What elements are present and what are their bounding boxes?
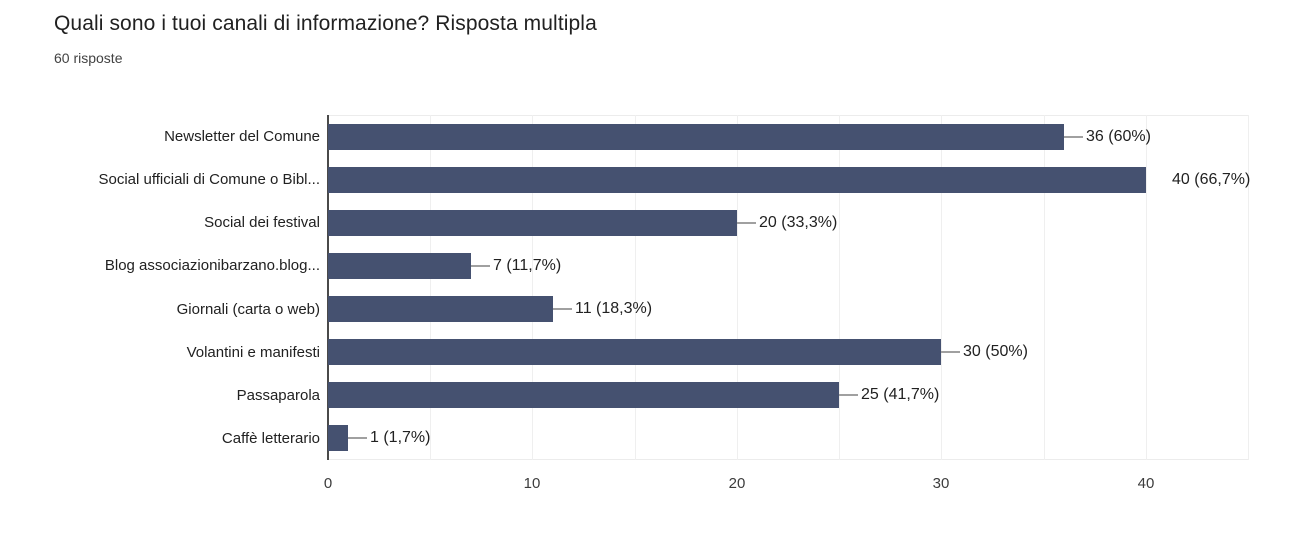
annotation-connector-line: [839, 394, 858, 396]
x-axis-tick-label: 30: [932, 475, 950, 492]
gridline-5: [430, 115, 431, 460]
x-axis-tick-label: 40: [1137, 475, 1155, 492]
bar: [328, 425, 348, 451]
bar-value-annotation: 30 (50%): [963, 343, 1028, 360]
bar-value-annotation: 40 (66,7%): [1172, 171, 1251, 188]
bar: [328, 167, 1146, 193]
annotation-connector-line: [348, 437, 367, 439]
gridline-35: [1044, 115, 1045, 460]
category-label: Caffè letterario: [221, 429, 320, 447]
gridline-30: [941, 115, 942, 460]
x-axis-tick-label: 10: [523, 475, 541, 492]
gridline-10: [532, 115, 533, 460]
bar: [328, 382, 839, 408]
category-label: Passaparola: [236, 386, 320, 404]
bar: [328, 339, 941, 365]
category-label: Giornali (carta o web): [176, 300, 320, 318]
bar-value-annotation: 7 (11,7%): [493, 257, 562, 274]
gridline-25: [839, 115, 840, 460]
gridline-45: [1248, 115, 1249, 460]
x-axis-tick-label: 0: [323, 475, 333, 492]
annotation-connector-line: [941, 351, 960, 353]
annotation-connector-line: [471, 265, 490, 267]
bar-value-annotation: 36 (60%): [1086, 128, 1151, 145]
bar-value-annotation: 1 (1,7%): [370, 429, 431, 446]
annotation-connector-line: [737, 222, 756, 224]
x-axis-tick-label: 20: [728, 475, 746, 492]
category-label: Volantini e manifesti: [186, 343, 320, 361]
plot-top-border: [328, 115, 1248, 116]
category-label: Social dei festival: [204, 214, 320, 232]
category-label: Social ufficiali di Comune o Bibl...: [98, 171, 321, 189]
bar-chart-plot-area: 36 (60%) 40 (66,7%) 20 (33,3%) 7 (11,7%) 11 …: [327, 115, 1251, 460]
bar-value-annotation: 20 (33,3%): [759, 214, 838, 231]
bar: [328, 253, 471, 279]
y-axis-line: [327, 115, 329, 460]
gridline-15: [635, 115, 636, 460]
bar: [328, 296, 553, 322]
gridline-20: [737, 115, 738, 460]
annotation-connector-line: [553, 308, 572, 310]
annotation-connector-line: [1064, 136, 1083, 138]
gridline-40: [1146, 115, 1147, 460]
category-label: Newsletter del Comune: [164, 128, 320, 146]
bar: [328, 124, 1064, 150]
response-count: 60 risposte: [54, 50, 123, 66]
chart-title: Quali sono i tuoi canali di informazione…: [54, 12, 597, 35]
bar: [328, 210, 737, 236]
category-label: Blog associazionibarzano.blog...: [104, 257, 320, 275]
bar-value-annotation: 25 (41,7%): [861, 386, 940, 403]
plot-bottom-border: [328, 459, 1248, 460]
bar-value-annotation: 11 (18,3%): [575, 300, 653, 317]
